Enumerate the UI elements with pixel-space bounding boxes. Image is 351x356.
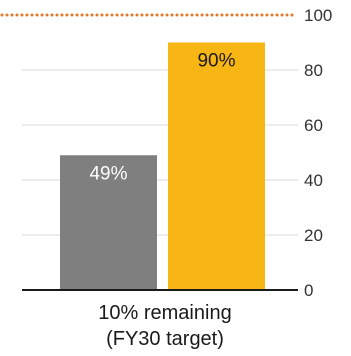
y-tick-label: 20 bbox=[304, 226, 323, 245]
data-label: 90% bbox=[197, 51, 235, 72]
category-label-line-1: 10% remaining bbox=[98, 302, 232, 324]
category-label: 10% remaining (FY30 target) bbox=[40, 300, 290, 352]
y-tick-labels: 0 20 40 60 80 100 bbox=[304, 6, 332, 300]
y-tick-label: 0 bbox=[304, 281, 313, 300]
y-tick-label: 80 bbox=[304, 61, 323, 80]
bars bbox=[60, 42, 265, 290]
bar bbox=[60, 155, 157, 290]
bar bbox=[168, 42, 265, 290]
category-label-line-2: (FY30 target) bbox=[106, 328, 224, 350]
y-tick-label: 60 bbox=[304, 116, 323, 135]
data-labels: 49% 90% bbox=[89, 51, 235, 185]
y-tick-label: 40 bbox=[304, 171, 323, 190]
y-tick-label: 100 bbox=[304, 6, 332, 25]
data-label: 49% bbox=[89, 163, 127, 184]
